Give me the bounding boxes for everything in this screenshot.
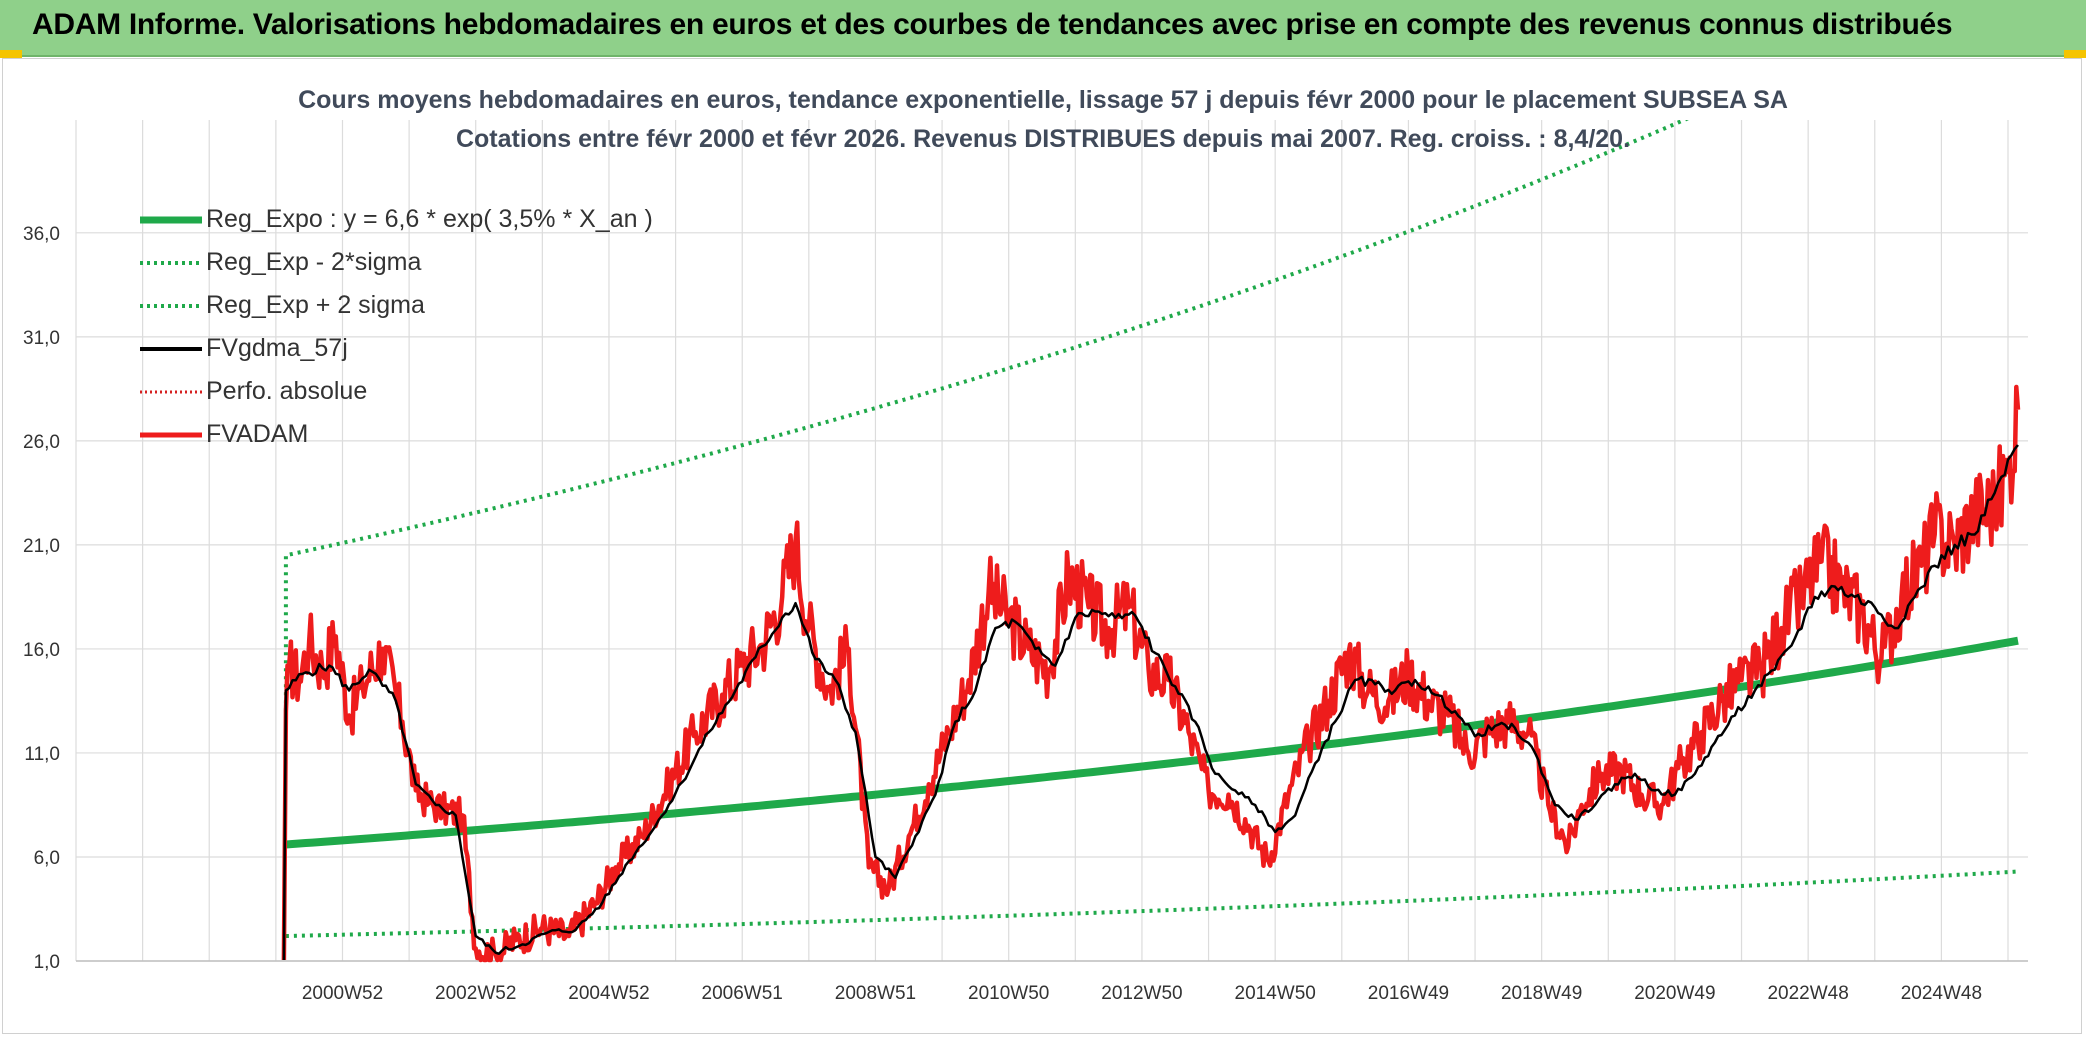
x-tick-label: 2022W48 [1767,983,1848,1004]
x-tick-label: 2002W52 [435,983,516,1004]
y-tick-label: 26,0 [23,432,60,453]
x-tick-label: 2000W52 [302,983,383,1004]
title-banner: ADAM Informe. Valorisations hebdomadaire… [0,0,2086,57]
legend-swatch-reg-expo [140,213,202,227]
chart-title: Cours moyens hebdomadaires en euros, ten… [298,86,1788,114]
legend-label-reg-expo: Reg_Expo : y = 6,6 * exp( 3,5% * X_an ) [206,205,653,233]
legend-label-reg-plus: Reg_Exp + 2 sigma [206,291,425,319]
legend-item-fvgdma: FVgdma_57j [140,327,653,370]
series-fvadam [281,384,2021,963]
legend-item-reg-expo: Reg_Expo : y = 6,6 * exp( 3,5% * X_an ) [140,198,653,241]
chart-subtitle: Cotations entre févr 2000 et févr 2026. … [455,125,1631,153]
legend-label-fvgdma: FVgdma_57j [206,334,348,362]
x-tick-label: 2006W51 [702,983,783,1004]
legend-swatch-perfo [140,385,202,399]
legend-item-reg-plus: Reg_Exp + 2 sigma [140,284,653,327]
legend-item-fvadam: FVADAM [140,413,653,456]
series-reg-plus-2sigma [283,120,1690,712]
chart-legend: Reg_Expo : y = 6,6 * exp( 3,5% * X_an ) … [140,198,653,456]
legend-label-perfo: Perfo. absolue [206,377,368,405]
legend-swatch-fvgdma [140,342,202,356]
corner-accent-left [0,50,22,58]
x-tick-label: 2016W49 [1368,983,1449,1004]
corner-accent-right [2064,50,2086,58]
y-tick-label: 11,0 [24,744,60,765]
x-tick-label: 2024W48 [1901,983,1982,1004]
legend-item-reg-minus: Reg_Exp - 2*sigma [140,241,653,284]
legend-swatch-reg-plus [140,299,202,313]
series-fvgdma-57j [282,444,2019,961]
x-tick-label: 2018W49 [1501,983,1582,1004]
y-tick-label: 6,0 [34,848,60,869]
legend-label-fvadam: FVADAM [206,420,309,448]
y-tick-label: 16,0 [23,640,60,661]
page-title: ADAM Informe. Valorisations hebdomadaire… [32,8,1953,41]
legend-swatch-reg-minus [140,256,202,270]
y-tick-label: 1,0 [34,952,60,973]
legend-item-perfo: Perfo. absolue [140,370,653,413]
x-tick-label: 2008W51 [835,983,916,1004]
x-tick-label: 2004W52 [568,983,649,1004]
chart-frame [2,58,2082,1034]
y-tick-label: 31,0 [23,328,60,349]
legend-swatch-fvadam [140,428,202,442]
legend-label-reg-minus: Reg_Exp - 2*sigma [206,248,422,276]
x-tick-label: 2014W50 [1235,983,1316,1004]
y-tick-label: 21,0 [23,536,60,557]
y-tick-label: 36,0 [23,224,60,245]
x-tick-label: 2010W50 [968,983,1049,1004]
x-tick-label: 2020W49 [1634,983,1715,1004]
x-tick-label: 2012W50 [1101,983,1182,1004]
